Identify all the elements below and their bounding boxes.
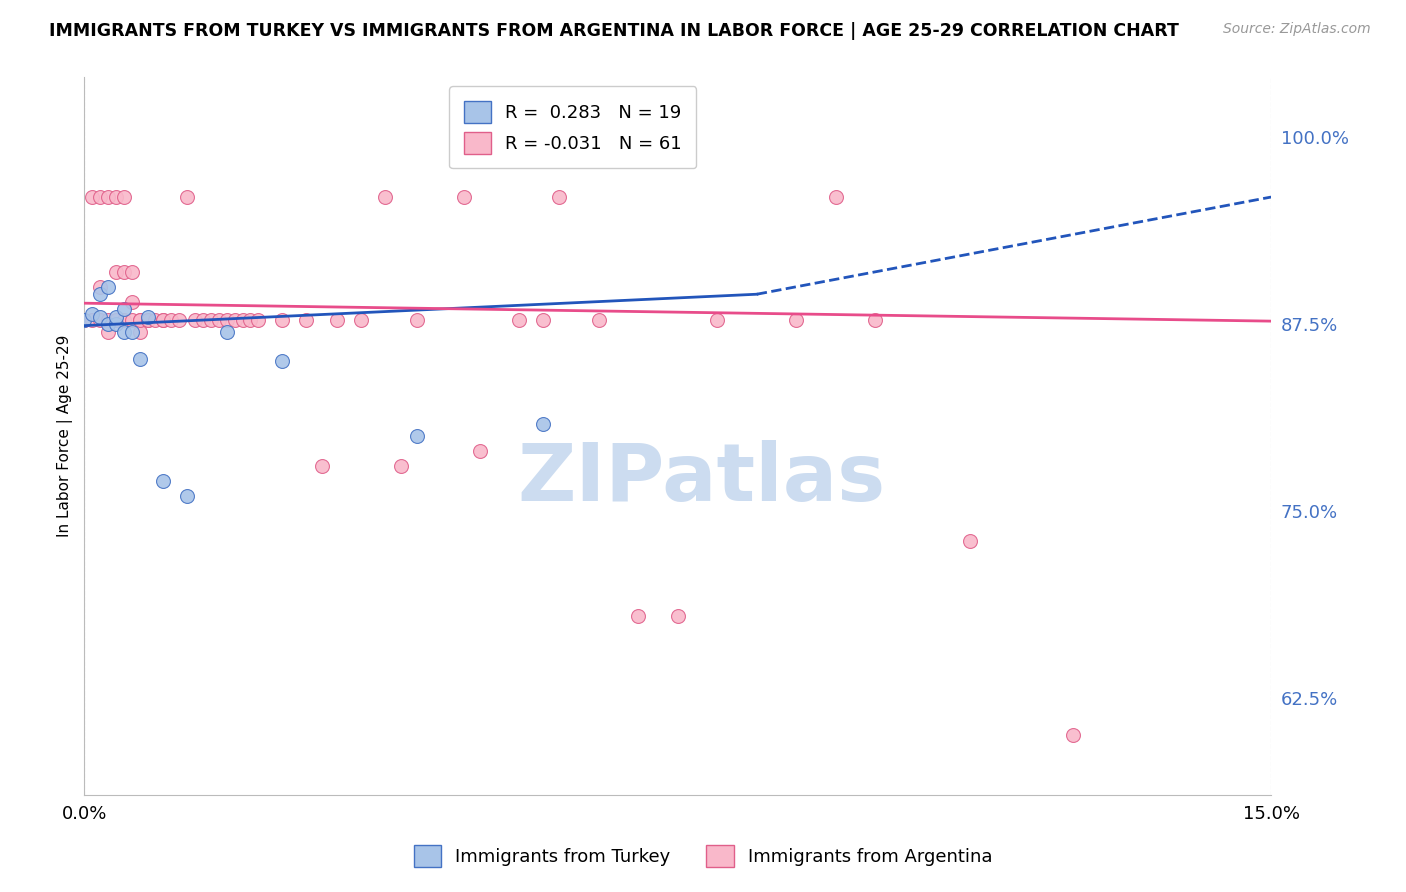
Point: [167, 312, 190, 326]
Point: [666, 608, 689, 623]
Point: [152, 312, 174, 326]
Point: [112, 265, 135, 279]
Point: [104, 265, 127, 279]
Point: [350, 312, 373, 326]
Point: [453, 190, 475, 204]
Point: [136, 312, 159, 326]
Point: [200, 312, 222, 326]
Point: [128, 312, 150, 326]
Point: [215, 312, 238, 326]
Point: [89, 279, 111, 293]
Point: [152, 312, 174, 326]
Legend: Immigrants from Turkey, Immigrants from Argentina: Immigrants from Turkey, Immigrants from …: [406, 838, 1000, 874]
Point: [865, 312, 887, 326]
Point: [239, 312, 262, 326]
Point: [82, 312, 104, 326]
Point: [104, 312, 127, 326]
Point: [176, 489, 198, 503]
Point: [128, 325, 150, 339]
Point: [136, 312, 159, 326]
Point: [191, 312, 214, 326]
Point: [104, 190, 127, 204]
Point: [145, 312, 167, 326]
Point: [531, 417, 554, 432]
Point: [112, 302, 135, 317]
Point: [112, 325, 135, 339]
Point: [128, 312, 150, 326]
Point: [97, 312, 120, 326]
Point: [326, 312, 349, 326]
Point: [152, 474, 174, 488]
Point: [548, 190, 571, 204]
Point: [82, 190, 104, 204]
Point: [405, 429, 427, 443]
Point: [89, 312, 111, 326]
Point: [97, 279, 120, 293]
Text: Source: ZipAtlas.com: Source: ZipAtlas.com: [1223, 22, 1371, 37]
Point: [121, 294, 143, 309]
Point: [508, 312, 530, 326]
Point: [389, 459, 412, 474]
Point: [1062, 728, 1084, 742]
Point: [121, 325, 143, 339]
Point: [588, 312, 610, 326]
Point: [97, 317, 120, 331]
Point: [706, 312, 728, 326]
Point: [271, 312, 294, 326]
Point: [785, 312, 807, 326]
Point: [231, 312, 253, 326]
Y-axis label: In Labor Force | Age 25-29: In Labor Force | Age 25-29: [58, 335, 73, 538]
Point: [97, 190, 120, 204]
Point: [271, 354, 294, 368]
Point: [224, 312, 246, 326]
Point: [128, 351, 150, 366]
Point: [295, 312, 318, 326]
Point: [468, 444, 491, 458]
Point: [104, 317, 127, 331]
Point: [73, 312, 96, 326]
Point: [97, 325, 120, 339]
Point: [89, 287, 111, 301]
Point: [73, 312, 96, 326]
Point: [959, 533, 981, 548]
Point: [311, 459, 333, 474]
Point: [160, 312, 183, 326]
Point: [405, 312, 427, 326]
Point: [374, 190, 396, 204]
Text: IMMIGRANTS FROM TURKEY VS IMMIGRANTS FROM ARGENTINA IN LABOR FORCE | AGE 25-29 C: IMMIGRANTS FROM TURKEY VS IMMIGRANTS FRO…: [49, 22, 1180, 40]
Legend: R =  0.283   N = 19, R = -0.031   N = 61: R = 0.283 N = 19, R = -0.031 N = 61: [450, 87, 696, 169]
Point: [531, 312, 554, 326]
Point: [215, 325, 238, 339]
Point: [112, 312, 135, 326]
Point: [104, 310, 127, 324]
Point: [136, 310, 159, 324]
Text: ZIPatlas: ZIPatlas: [517, 441, 886, 518]
Point: [247, 312, 270, 326]
Point: [89, 310, 111, 324]
Point: [82, 307, 104, 321]
Point: [73, 312, 96, 326]
Point: [627, 608, 650, 623]
Point: [176, 190, 198, 204]
Point: [121, 265, 143, 279]
Point: [208, 312, 231, 326]
Point: [112, 190, 135, 204]
Point: [89, 190, 111, 204]
Point: [825, 190, 848, 204]
Point: [121, 312, 143, 326]
Point: [184, 312, 207, 326]
